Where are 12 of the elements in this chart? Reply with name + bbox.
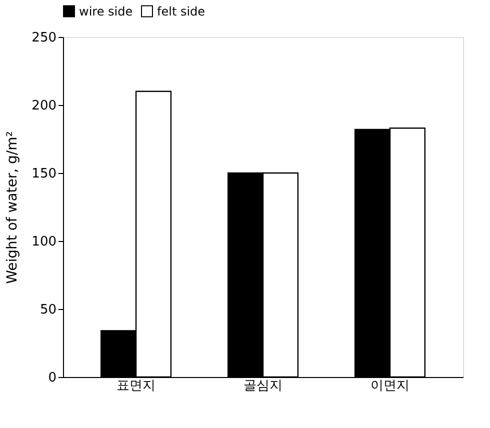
x-tick-label: 골심지 xyxy=(244,378,282,394)
y-tick-label: 0 xyxy=(48,370,56,386)
y-tick-label: 50 xyxy=(40,302,56,318)
y-tick-label: 150 xyxy=(32,166,56,182)
y-tick-label: 250 xyxy=(32,30,56,46)
y-axis-title: Weight of water, g/m² xyxy=(4,131,21,284)
x-tick-label: 표면지 xyxy=(116,378,156,394)
y-tick-label: 200 xyxy=(32,98,56,114)
legend-label: felt side xyxy=(157,4,206,18)
y-tick-label: 100 xyxy=(32,234,56,250)
legend-label: wire side xyxy=(79,4,133,18)
x-tick-label: 이면지 xyxy=(370,378,410,394)
